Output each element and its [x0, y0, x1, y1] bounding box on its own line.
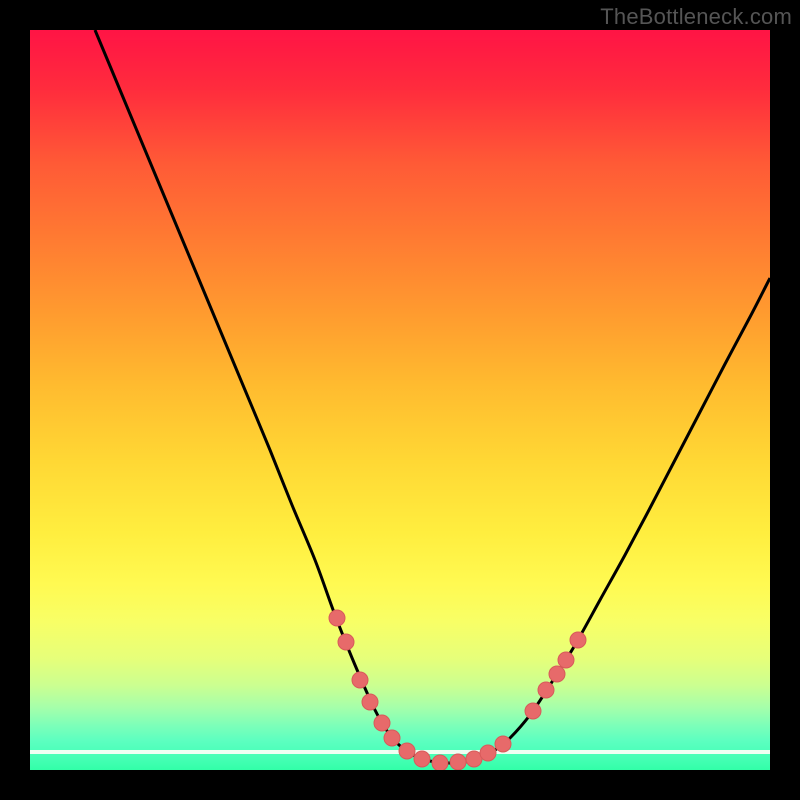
data-marker: [450, 754, 466, 770]
plot-area: [30, 30, 770, 770]
watermark-text: TheBottleneck.com: [600, 4, 792, 30]
data-marker: [432, 755, 448, 770]
data-marker: [414, 751, 430, 767]
data-marker: [374, 715, 390, 731]
data-marker: [352, 672, 368, 688]
data-marker: [384, 730, 400, 746]
data-marker: [570, 632, 586, 648]
data-marker: [399, 743, 415, 759]
data-marker: [329, 610, 345, 626]
data-marker: [338, 634, 354, 650]
data-marker: [538, 682, 554, 698]
data-marker: [362, 694, 378, 710]
data-marker: [495, 736, 511, 752]
data-marker: [558, 652, 574, 668]
plot-svg: [30, 30, 770, 770]
data-marker: [525, 703, 541, 719]
data-marker: [549, 666, 565, 682]
outer-frame: TheBottleneck.com: [0, 0, 800, 800]
data-marker: [480, 745, 496, 761]
